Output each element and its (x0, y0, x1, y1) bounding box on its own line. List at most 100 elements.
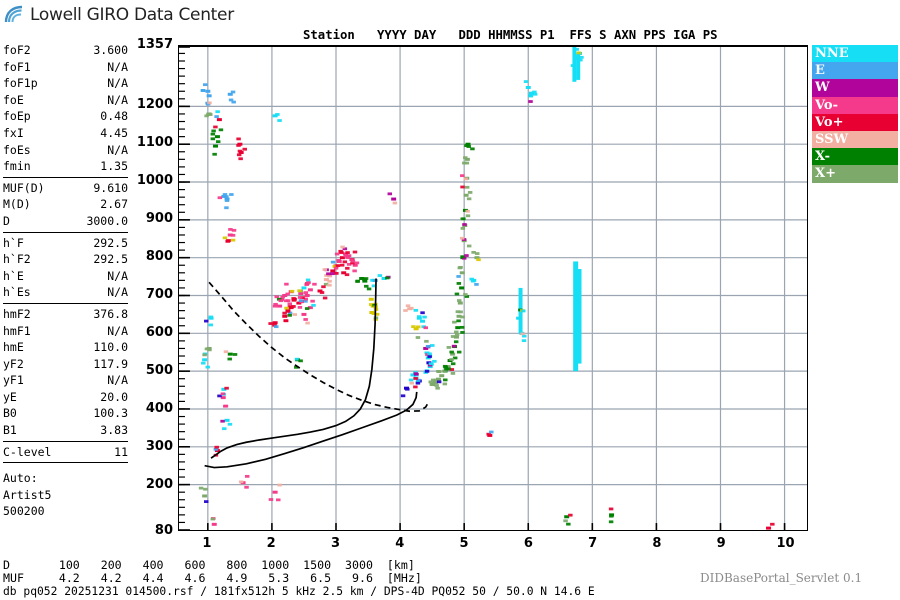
echo-point (392, 201, 398, 205)
legend-item-nne[interactable]: NNE (812, 45, 898, 63)
echo-point (424, 339, 429, 343)
param-key: hmF2 (3, 306, 31, 321)
echo-point (403, 309, 408, 312)
echo-point (216, 118, 222, 122)
trace-ordinary-trace-solid (210, 278, 377, 459)
echo-point (297, 305, 303, 309)
echo-point (230, 233, 236, 237)
echo-point (425, 344, 431, 348)
echo-point (423, 326, 428, 330)
legend-item-vo-plus[interactable]: Vo+ (812, 113, 898, 131)
echo-point (322, 268, 328, 271)
echo-point (460, 331, 465, 334)
legend-item-x-minus[interactable]: X- (812, 148, 898, 166)
param-row: h`E N/A (3, 268, 128, 285)
echo-point (413, 385, 418, 389)
echo-point (463, 177, 468, 181)
echo-point (321, 285, 326, 289)
echo-point (411, 325, 416, 329)
echo-point (608, 520, 614, 524)
echo-point (460, 227, 466, 230)
echo-point (453, 340, 459, 344)
echo-point (363, 277, 369, 280)
param-value: 11 (114, 444, 128, 459)
param-row: hmF1 N/A (3, 323, 128, 340)
echo-point (218, 128, 224, 132)
brand-title: Lowell GIRO Data Center (30, 5, 234, 25)
echo-point (221, 194, 227, 198)
ionogram-plot[interactable] (178, 45, 808, 531)
echo-point (287, 305, 293, 308)
legend-item-e[interactable]: E (812, 62, 898, 80)
echo-point (352, 250, 358, 254)
echo-point (220, 396, 226, 400)
param-value: N/A (107, 76, 128, 91)
echo-point (466, 145, 471, 148)
echo-point (221, 387, 227, 391)
legend-item-w[interactable]: W (812, 79, 898, 97)
echo-point (474, 256, 480, 260)
echo-point (211, 522, 217, 526)
echo-point (224, 199, 230, 202)
echo-point (276, 498, 281, 502)
echo-point (225, 239, 230, 243)
y-tick-label: 700 (145, 287, 173, 303)
y-tick-label: 900 (145, 210, 173, 226)
ionogram-canvas[interactable] (179, 47, 807, 530)
legend-item-vo-minus[interactable]: Vo- (812, 96, 898, 114)
param-key: h`F2 (3, 252, 31, 267)
echo-point (344, 273, 350, 277)
param-group-frequencies: foF2 3.600 foF1 N/A foF1p N/A foE N/A foEp 0.… (3, 42, 128, 175)
echo-point (311, 303, 316, 307)
echo-point (427, 355, 432, 358)
echo-point (198, 486, 204, 490)
echo-point (205, 365, 210, 369)
param-row: hmE 110.0 (3, 339, 128, 356)
echo-point (223, 350, 229, 354)
echo-point (432, 380, 438, 384)
x-tick-label: 6 (523, 536, 533, 551)
echo-point (574, 47, 580, 51)
echo-point (224, 197, 230, 201)
echo-point (342, 247, 348, 251)
echo-point (244, 474, 250, 478)
echo-point (213, 447, 219, 451)
legend-item-x-plus[interactable]: X+ (812, 165, 898, 183)
echo-point (465, 142, 471, 146)
echo-point (227, 92, 233, 96)
param-value: 9.610 (93, 180, 128, 195)
echo-point (312, 282, 317, 286)
param-key: foEp (3, 109, 31, 124)
echo-point (294, 365, 299, 369)
param-row: foF1p N/A (3, 75, 128, 92)
param-value: 4.45 (100, 125, 128, 140)
y-tick-label: 300 (145, 439, 173, 455)
echo-point (272, 490, 278, 494)
echo-point (370, 278, 375, 282)
echo-point (330, 269, 336, 273)
echo-point (291, 297, 296, 300)
param-divider-5 (3, 462, 128, 464)
echo-point (224, 206, 229, 210)
echo-point (201, 361, 206, 365)
echo-point (237, 149, 243, 153)
x-tick-label: 7 (588, 536, 598, 551)
echo-point (427, 363, 433, 367)
echo-point (213, 144, 219, 148)
echo-point (202, 494, 208, 498)
echo-point (203, 487, 208, 491)
echo-point (456, 350, 462, 354)
param-value: 2.67 (100, 197, 128, 212)
echo-point (416, 325, 421, 329)
param-value: 0.48 (100, 109, 128, 124)
echo-point (449, 368, 455, 371)
echo-point (362, 279, 368, 283)
echo-point (385, 276, 390, 280)
legend-item-ssw[interactable]: SSW (812, 130, 898, 149)
echo-point (327, 279, 332, 283)
echo-point (416, 378, 421, 382)
echo-point (424, 369, 430, 373)
echo-point (405, 387, 410, 391)
echo-point (461, 217, 466, 221)
echo-point (528, 91, 534, 95)
